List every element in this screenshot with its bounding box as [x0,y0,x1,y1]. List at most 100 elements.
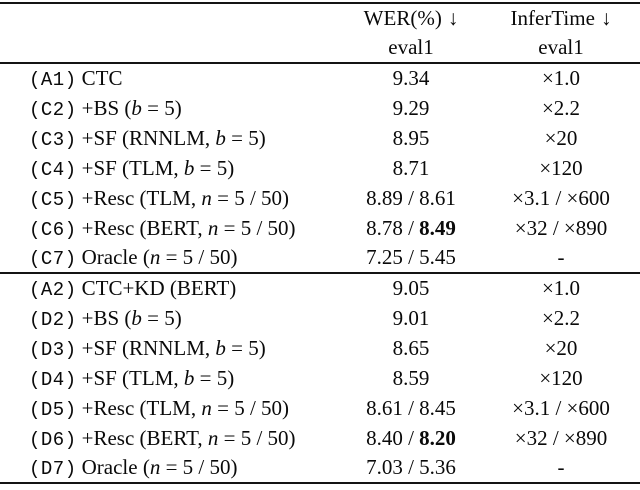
text-part: - [557,455,565,479]
wer-value-cell: 9.01 [340,303,482,333]
text-part: - [557,245,565,269]
text-part: 8.71 [392,155,430,180]
infertime-value-cell: ×20 [482,333,640,363]
row-tag: (D2) [29,308,77,331]
row-tag: (C6) [29,218,77,241]
text-part: = 5) [194,155,235,180]
table-row: (A2) CTC+KD (BERT) 9.05 ×1.0 [0,273,640,303]
method-label: +BS (b = 5) [82,96,182,120]
table-row: (C3) +SF (RNNLM, b = 5) 8.95 ×20 [0,123,640,153]
text-part: b [131,95,142,120]
text-part: b [215,125,226,150]
table-row: (D4) +SF (TLM, b = 5) 8.59 ×120 [0,363,640,393]
method-cell: (C3) +SF (RNNLM, b = 5) [0,123,340,153]
infertime-value-cell: ×120 [482,363,640,393]
method-label: Oracle (n = 5 / 50) [82,455,238,479]
text-part: CTC [81,66,123,90]
table-row: (A1) CTC 9.34 ×1.0 [0,63,640,93]
text-part: 8.59 [392,365,430,390]
method-label: +Resc (TLM, n = 5 / 50) [82,186,289,210]
text-part: CTC+KD (BERT) [81,276,237,300]
text-part: = 5) [225,335,266,360]
table-row: (D3) +SF (RNNLM, b = 5) 8.65 ×20 [0,333,640,363]
method-cell: (A2) CTC+KD (BERT) [0,273,340,303]
text-part: = 5 / 50) [218,425,296,450]
infertime-column-title: InferTime ↓ [482,4,640,33]
text-part: = 5 / 50) [211,185,290,210]
text-part: 7.25 / 5.45 [366,245,456,269]
text-part: ×3.1 / ×600 [512,395,610,420]
text-part: = 5) [194,365,235,390]
infertime-value-cell: ×20 [482,123,640,153]
infertime-value-cell: - [482,453,640,483]
group-ctc-baseline: (A1) CTC 9.34 ×1.0 (C2) +BS (b = 5) 9.29 ×2.2 (C… [0,63,640,273]
row-tag: (C4) [29,158,77,181]
method-label: +Resc (BERT, n = 5 / 50) [82,426,296,450]
text-part: = 5 / 50) [211,395,290,420]
method-label: CTC+KD (BERT) [82,276,237,300]
header-wer-cell: WER(%) ↓ eval1 [340,3,482,63]
method-label: +SF (RNNLM, b = 5) [82,126,266,150]
infertime-value-cell: ×1.0 [482,273,640,303]
row-tag: (D6) [29,428,77,451]
method-label: +SF (TLM, b = 5) [82,366,235,390]
wer-column-subtitle: eval1 [388,35,434,59]
text-part: 8.40 / [366,425,420,450]
table-row: (D7) Oracle (n = 5 / 50) 7.03 / 5.36 - [0,453,640,483]
row-tag: (C3) [29,128,77,151]
table-row: (C2) +BS (b = 5) 9.29 ×2.2 [0,93,640,123]
infertime-value-cell: ×120 [482,153,640,183]
wer-title-text: WER(%) [363,6,442,30]
method-cell: (C4) +SF (TLM, b = 5) [0,153,340,183]
text-part: 9.05 [392,276,430,300]
wer-value-cell: 9.05 [340,273,482,303]
text-part: ×20 [544,335,578,360]
group-ctc-kd: (A2) CTC+KD (BERT) 9.05 ×1.0 (D2) +BS (b = 5)… [0,273,640,483]
wer-value-cell: 8.65 [340,333,482,363]
text-part: b [215,335,226,360]
infertime-title-text: InferTime [510,6,595,30]
text-part: n [207,215,219,240]
header-row: WER(%) ↓ eval1 InferTime ↓ eval1 [0,3,640,63]
text-part: +BS ( [81,95,132,120]
text-part: +Resc (BERT, [81,425,208,450]
text-part: = 5 / 50) [218,215,296,240]
method-cell: (D5) +Resc (TLM, n = 5 / 50) [0,393,340,423]
row-tag: (C7) [29,248,77,270]
row-tag: (D3) [29,338,77,361]
method-cell: (C7) Oracle (n = 5 / 50) [0,243,340,273]
method-cell: (D7) Oracle (n = 5 / 50) [0,453,340,483]
text-part: b [183,155,195,180]
text-part: +SF (RNNLM, [81,125,216,150]
infertime-value-cell: ×2.2 [482,93,640,123]
text-part: n [207,425,219,450]
wer-value-cell: 8.61 / 8.45 [340,393,482,423]
table-row: (C6) +Resc (BERT, n = 5 / 50) 8.78 / 8.49 ×… [0,213,640,243]
text-part: ×3.1 / ×600 [512,185,610,210]
row-tag: (D5) [29,398,77,421]
infertime-value-cell: ×3.1 / ×600 [482,393,640,423]
down-arrow-icon: ↓ [600,6,612,30]
text-part: Oracle ( [81,245,150,269]
wer-value-cell: 8.59 [340,363,482,393]
text-part: 9.01 [392,305,430,330]
method-cell: (D3) +SF (RNNLM, b = 5) [0,333,340,363]
method-cell: (D2) +BS (b = 5) [0,303,340,333]
text-part: ×2.2 [541,305,581,330]
text-part: 8.20 [419,425,456,450]
method-label: +SF (TLM, b = 5) [82,156,235,180]
table-row: (D5) +Resc (TLM, n = 5 / 50) 8.61 / 8.45 ×3… [0,393,640,423]
header-infertime-cell: InferTime ↓ eval1 [482,3,640,63]
text-part: +Resc (BERT, [81,215,208,240]
text-part: 9.34 [392,66,430,90]
method-cell: (A1) CTC [0,63,340,93]
method-label: Oracle (n = 5 / 50) [82,245,238,269]
text-part: ×120 [539,365,583,390]
wer-value-cell: 8.95 [340,123,482,153]
text-part: n [201,395,212,420]
text-part: ×1.0 [541,276,581,300]
row-tag: (C5) [29,188,77,211]
table-row: (D6) +Resc (BERT, n = 5 / 50) 8.40 / 8.20 ×… [0,423,640,453]
text-part: 8.89 / 8.61 [366,185,456,210]
